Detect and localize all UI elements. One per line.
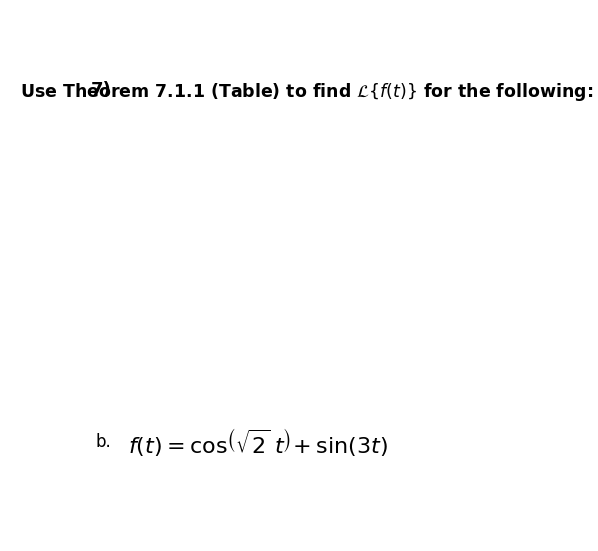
Text: $f(t) = \cos\!\left(\sqrt{2}\; t\right)\!+\sin\!\left(3t\right)$: $f(t) = \cos\!\left(\sqrt{2}\; t\right)\… xyxy=(128,425,388,457)
Text: 7): 7) xyxy=(91,81,112,99)
Text: b.: b. xyxy=(96,433,111,451)
Text: Use Theorem 7.1.1 (Table) to find $\mathbf{\mathcal{L}}\{f(t)\}$ for the followi: Use Theorem 7.1.1 (Table) to find $\math… xyxy=(20,81,593,103)
